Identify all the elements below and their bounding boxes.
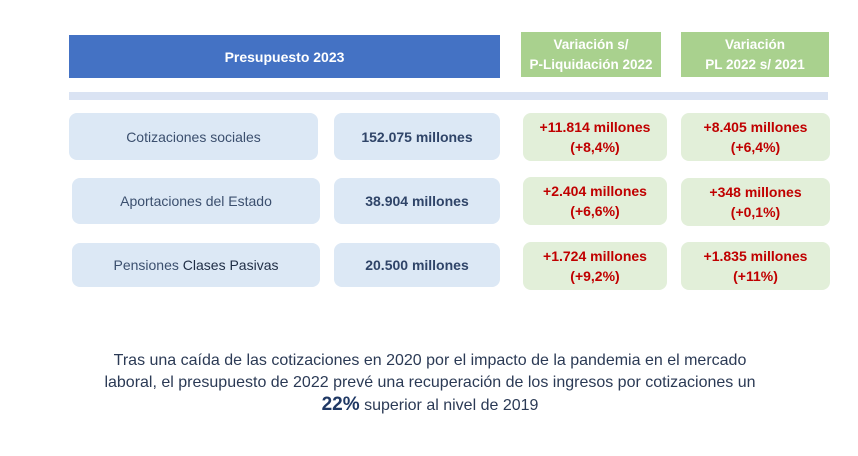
variation-percent: (+6,4%) [730, 139, 781, 155]
variation-amount: +1.835 millones [703, 248, 808, 264]
footer-highlight: 22% [321, 394, 360, 415]
variation-amount: +348 millones [709, 184, 802, 200]
variation-percent: (+0,1%) [730, 204, 781, 220]
row-variation-2: +1.835 millones (+11%) [681, 242, 830, 290]
variation-percent: (+9,2%) [570, 268, 620, 284]
footer-note: Tras una caída de las cotizaciones en 20… [60, 350, 800, 417]
row-value: 38.904 millones [334, 178, 500, 224]
label-part: Clases Pasivas [182, 257, 279, 273]
row-label: Aportaciones del Estado [72, 178, 320, 224]
footer-line: Tras una caída de las cotizaciones en 20… [113, 352, 747, 369]
footer-line: laboral, el presupuesto de 2022 prevé un… [104, 374, 756, 391]
divider-bar [69, 92, 828, 100]
variation-amount: +1.724 millones [543, 248, 647, 264]
row-label: Cotizaciones sociales [69, 113, 318, 160]
row-variation-2: +8.405 millones (+6,4%) [681, 113, 830, 161]
variation-percent: (+11%) [733, 268, 778, 284]
header-variation-liquidation: Variación s/P-Liquidación 2022 [521, 32, 661, 77]
variation-amount: +8.405 millones [703, 119, 808, 135]
row-variation-2: +348 millones (+0,1%) [681, 178, 830, 226]
header-line: Variación [724, 36, 786, 52]
row-variation-1: +2.404 millones (+6,6%) [523, 177, 667, 225]
header-budget-2023: Presupuesto 2023 [69, 35, 500, 78]
row-variation-1: +11.814 millones (+8,4%) [523, 113, 667, 161]
label-part: Pensiones [113, 257, 179, 273]
variation-amount: +11.814 millones [539, 119, 651, 135]
variation-percent: (+8,4%) [570, 139, 620, 155]
row-label: Pensiones Clases Pasivas [72, 243, 320, 287]
row-value: 152.075 millones [334, 113, 500, 160]
row-variation-1: +1.724 millones (+9,2%) [523, 242, 667, 290]
variation-percent: (+6,6%) [570, 203, 620, 219]
footer-line: 22% superior al nivel de 2019 [60, 394, 800, 417]
header-line: P-Liquidación 2022 [529, 56, 653, 72]
footer-text: superior al nivel de 2019 [359, 397, 539, 414]
header-line: Variación s/ [553, 36, 629, 52]
header-variation-pl: Variación PL 2022 s/ 2021 [681, 32, 829, 77]
header-line: PL 2022 s/ 2021 [705, 56, 805, 72]
variation-amount: +2.404 millones [543, 183, 647, 199]
row-value: 20.500 millones [334, 243, 500, 287]
